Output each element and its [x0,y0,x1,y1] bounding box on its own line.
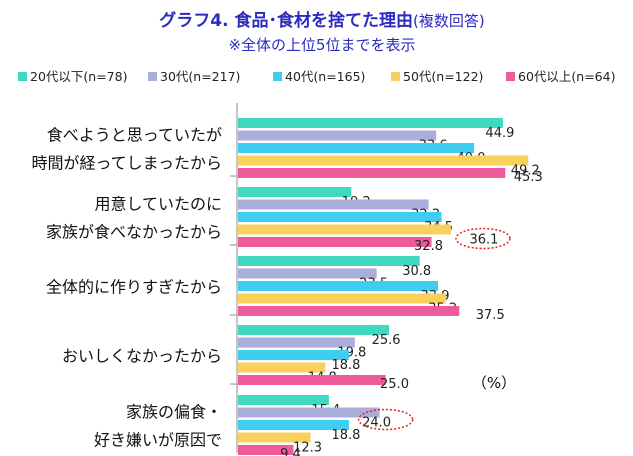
data-label: 37.5 [476,308,505,323]
data-label: 12.3 [293,441,322,456]
bar [238,375,386,385]
plot-area: 食べようと思っていたが時間が経ってしまったから44.933.640.049.24… [31,103,543,456]
legend-swatch [506,72,515,81]
bar [238,130,437,141]
highlight-circle [455,227,511,250]
data-label: 25.6 [372,333,401,348]
data-label: 30.8 [402,264,431,279]
legend-swatch [18,72,27,81]
bar [238,445,294,455]
legend-label: 20代以下(n=78) [30,69,127,84]
data-label: 24.0 [362,416,391,431]
bar [238,199,429,210]
category-label: 家族の偏食・ [126,402,222,421]
bar [238,237,432,247]
bar [238,407,380,418]
category-label: 時間が経ってしまったから [31,153,222,172]
bar [238,293,446,304]
legend-label: 40代(n=165) [285,69,365,84]
legend-swatch [391,72,400,81]
data-label: 45.3 [514,170,543,185]
bar [238,281,439,291]
chart-title: グラフ4. 食品･食材を捨てた理由(複数回答) [159,10,484,31]
data-label: 36.1 [470,233,499,248]
legend-label: 30代(n=217) [160,69,240,84]
bar [238,118,503,128]
data-label: 18.8 [331,358,360,373]
bar [238,212,442,222]
chart-title-suffix: (複数回答) [413,12,485,30]
category-label: おいしくなかったから [62,346,222,365]
legend-label: 60代以上(n=64) [518,69,615,84]
legend-label: 50代(n=122) [403,69,483,84]
chart-subtitle: ※全体の上位5位までを表示 [228,36,415,54]
bar [238,256,420,266]
category-label: 用意していたのに [94,194,222,213]
bar [238,143,474,153]
data-label: 32.8 [414,239,443,254]
data-label: 18.8 [331,428,360,443]
bar [238,224,451,235]
bar [238,432,311,443]
bar [238,187,352,197]
bar [238,168,506,178]
legend-swatch [273,72,282,81]
category-label: 好き嫌いが原因で [94,430,222,449]
data-label: 44.9 [485,126,514,141]
bar [238,337,355,348]
bar [238,350,349,360]
bar [238,395,329,405]
bar [238,306,460,316]
data-label: 25.0 [380,377,409,392]
legend: 20代以下(n=78) 30代(n=217) 40代(n=165) 50代(n=122… [18,69,615,84]
category-label: 食べようと思っていたが [47,125,222,144]
data-label: 9.4 [280,447,301,456]
highlight-circle [357,408,414,431]
bar [238,420,349,430]
legend-swatch [148,72,157,81]
bar [238,325,390,335]
unit-label: （%） [472,374,516,392]
data-label: 49.2 [511,164,540,179]
bar [238,268,377,279]
bar [238,155,529,166]
category-label: 家族が食べなかったから [46,222,222,241]
category-label: 全体的に作りすぎたから [46,277,222,296]
bar [238,362,326,373]
